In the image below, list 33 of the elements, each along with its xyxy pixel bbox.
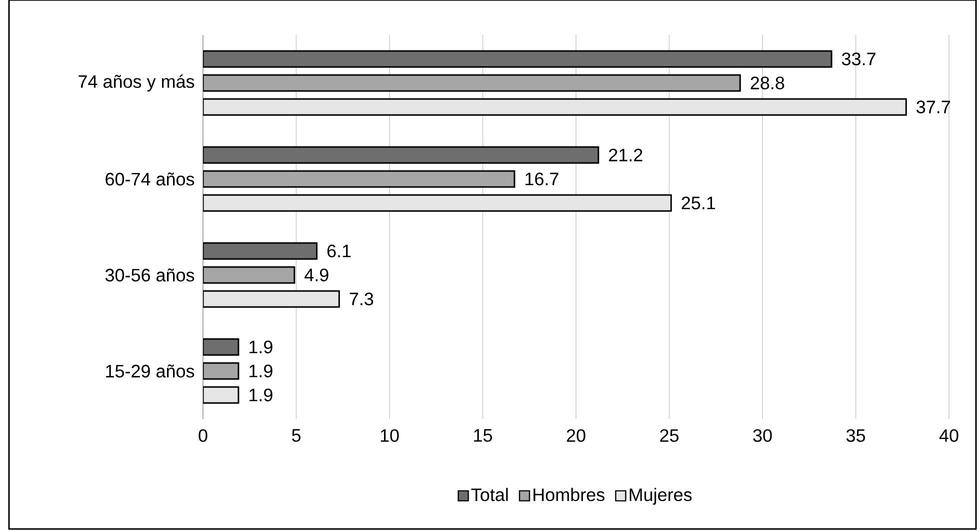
data-label: 21.2 bbox=[609, 148, 642, 162]
bar bbox=[203, 146, 600, 164]
bar bbox=[203, 194, 672, 212]
y-tick-label: 30-56 años bbox=[105, 268, 194, 282]
data-label: 6.1 bbox=[327, 244, 351, 258]
data-label: 1.9 bbox=[250, 388, 272, 402]
data-label: 1.9 bbox=[250, 340, 272, 354]
data-label: 37.7 bbox=[916, 100, 950, 114]
legend-label: Hombres bbox=[534, 488, 604, 502]
x-tick-label: 40 bbox=[939, 429, 958, 442]
x-tick-label: 35 bbox=[846, 429, 865, 442]
data-label: 28.8 bbox=[750, 76, 784, 90]
legend-label: Total bbox=[471, 488, 508, 502]
x-tick-label: 30 bbox=[753, 429, 772, 442]
x-tick-label: 0 bbox=[198, 429, 208, 442]
x-tick-label: 5 bbox=[292, 429, 300, 442]
y-tick-label: 74 años y más bbox=[78, 74, 194, 92]
x-tick-label: 15 bbox=[474, 429, 492, 442]
y-tick-label: 15-29 años bbox=[106, 364, 194, 378]
data-label: 1.9 bbox=[250, 364, 272, 378]
bar bbox=[203, 50, 832, 68]
x-tick-label: 25 bbox=[660, 429, 678, 442]
x-tick-label: 10 bbox=[380, 429, 399, 442]
legend-label: Mujeres bbox=[630, 488, 692, 505]
data-label: 7.3 bbox=[350, 292, 374, 306]
data-label: 16.7 bbox=[526, 172, 558, 186]
data-label: 33.7 bbox=[842, 52, 876, 66]
x-tick-label: 20 bbox=[566, 429, 586, 442]
y-tick-label: 60-74 años bbox=[106, 172, 194, 186]
data-label: 4.9 bbox=[304, 268, 328, 282]
bar bbox=[203, 98, 907, 116]
data-label: 25.1 bbox=[682, 196, 716, 210]
bar bbox=[203, 290, 340, 308]
